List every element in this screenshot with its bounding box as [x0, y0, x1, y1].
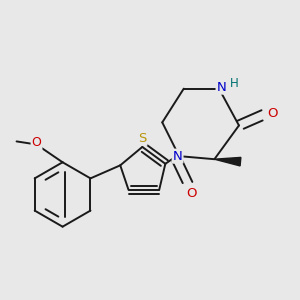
- Text: O: O: [267, 107, 278, 120]
- Text: N: N: [173, 150, 182, 163]
- Text: H: H: [230, 76, 239, 90]
- Text: O: O: [186, 187, 196, 200]
- Text: S: S: [138, 132, 146, 145]
- Text: N: N: [217, 81, 226, 94]
- Polygon shape: [214, 158, 241, 166]
- Text: O: O: [32, 136, 41, 149]
